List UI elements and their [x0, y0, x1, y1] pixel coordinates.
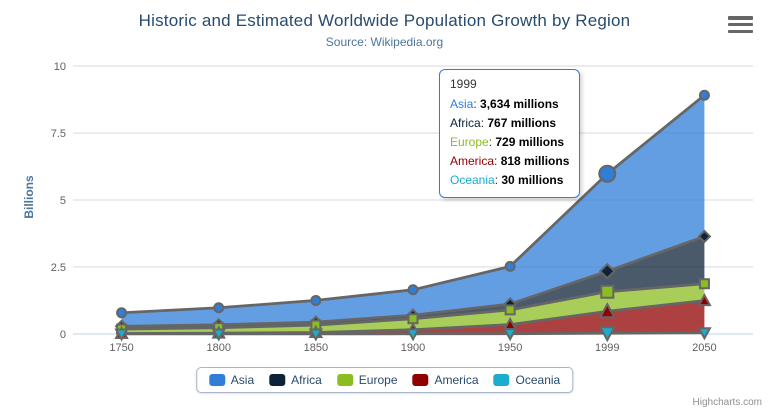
y-axis-label-5: 5	[60, 195, 66, 207]
x-axis-label-1999: 1999	[595, 342, 619, 354]
tooltip: 1999 Asia: 3,634 millions Africa: 767 mil…	[439, 69, 581, 198]
x-axis-label-1750: 1750	[109, 342, 133, 354]
tooltip-row-america: America: 818 millions	[450, 154, 570, 168]
legend-swatch-europe	[336, 374, 353, 386]
legend-label: Europe	[358, 373, 398, 387]
marker-asia-1750[interactable]	[116, 307, 128, 319]
tooltip-series-name: Africa	[450, 116, 481, 130]
hamburger-icon	[728, 29, 753, 33]
marker-oceania-1850[interactable]	[308, 328, 324, 342]
legend-label: Africa	[291, 373, 322, 387]
tooltip-series-value: 30 millions	[501, 173, 564, 187]
legend: Asia Africa Europe America Oceania	[195, 367, 574, 393]
area-america[interactable]	[121, 300, 705, 334]
marker-europe-1950[interactable]	[504, 304, 516, 316]
marker-oceania-1999-hovered[interactable]	[598, 326, 616, 343]
chart-title: Historic and Estimated Worldwide Populat…	[138, 11, 631, 30]
legend-item-africa[interactable]: Africa	[269, 373, 322, 387]
hamburger-icon	[728, 16, 753, 20]
tooltip-series-value: 3,634 millions	[480, 97, 559, 111]
x-axis-label-2050: 2050	[692, 342, 716, 354]
marker-africa-1999-hovered[interactable]	[598, 262, 616, 280]
marker-europe-1999-hovered[interactable]	[600, 284, 615, 299]
marker-oceania-1750[interactable]	[114, 328, 129, 342]
export-menu-button[interactable]	[728, 16, 753, 33]
tooltip-series-value: 818 millions	[500, 154, 570, 168]
legend-swatch-asia	[208, 374, 225, 386]
tooltip-series-value: 767 millions	[487, 116, 557, 130]
marker-oceania-2050[interactable]	[697, 327, 712, 341]
legend-label: Oceania	[515, 373, 561, 387]
tooltip-row-asia: Asia: 3,634 millions	[450, 97, 559, 111]
tooltip-series-name: Europe	[450, 135, 489, 149]
tooltip-header: 1999	[450, 77, 477, 91]
marker-america-1999-hovered[interactable]	[598, 302, 616, 319]
tooltip-row-europe: Europe: 729 millions	[450, 135, 565, 149]
legend-item-europe[interactable]: Europe	[336, 373, 398, 387]
area-africa[interactable]	[121, 236, 705, 330]
marker-america-2050[interactable]	[697, 293, 712, 307]
marker-oceania-1950[interactable]	[502, 328, 518, 342]
marker-asia-2050[interactable]	[698, 89, 710, 101]
legend-item-america[interactable]: America	[412, 373, 479, 387]
y-axis-label-2.5: 2.5	[51, 262, 66, 274]
marker-europe-1900[interactable]	[407, 313, 419, 325]
marker-africa-2050[interactable]	[697, 229, 712, 244]
tooltip-series-name: Asia	[450, 97, 474, 111]
marker-oceania-1800[interactable]	[211, 328, 226, 342]
legend-swatch-oceania	[493, 374, 510, 386]
x-axis-label-1950: 1950	[498, 342, 522, 354]
marker-europe-2050[interactable]	[698, 278, 710, 290]
credits-link[interactable]: Highcharts.com	[692, 397, 762, 408]
area-asia[interactable]	[121, 95, 705, 327]
y-axis-label-10: 10	[54, 61, 66, 73]
marker-asia-1950[interactable]	[504, 260, 516, 272]
tooltip-series-value: 729 millions	[495, 135, 565, 149]
marker-asia-1800[interactable]	[213, 302, 225, 314]
legend-label: Asia	[230, 373, 255, 387]
legend-label: America	[434, 373, 479, 387]
legend-swatch-africa	[269, 374, 286, 386]
tooltip-rows: Asia: 3,634 millions Africa: 767 millions…	[450, 95, 569, 190]
y-axis-label-0: 0	[60, 329, 66, 341]
y-axis-label-7.5: 7.5	[51, 128, 66, 140]
x-axis-label-1900: 1900	[401, 342, 425, 354]
legend-item-asia[interactable]: Asia	[208, 373, 255, 387]
marker-asia-1999-hovered[interactable]	[598, 164, 617, 183]
tooltip-row-oceania: Oceania: 30 millions	[450, 173, 564, 187]
tooltip-series-name: Oceania	[450, 173, 495, 187]
x-axis-label-1800: 1800	[206, 342, 230, 354]
legend-swatch-america	[412, 374, 429, 386]
marker-oceania-1900[interactable]	[405, 328, 421, 342]
y-axis-title: Billions	[22, 175, 36, 219]
tooltip-series-name: America	[450, 154, 495, 168]
marker-asia-1850[interactable]	[310, 294, 322, 306]
tooltip-row-africa: Africa: 767 millions	[450, 116, 557, 130]
x-axis-label-1850: 1850	[304, 342, 328, 354]
legend-item-oceania[interactable]: Oceania	[493, 373, 561, 387]
hamburger-icon	[728, 22, 753, 27]
marker-asia-1900[interactable]	[407, 284, 419, 296]
chart-subtitle: Source: Wikipedia.org	[325, 35, 444, 49]
